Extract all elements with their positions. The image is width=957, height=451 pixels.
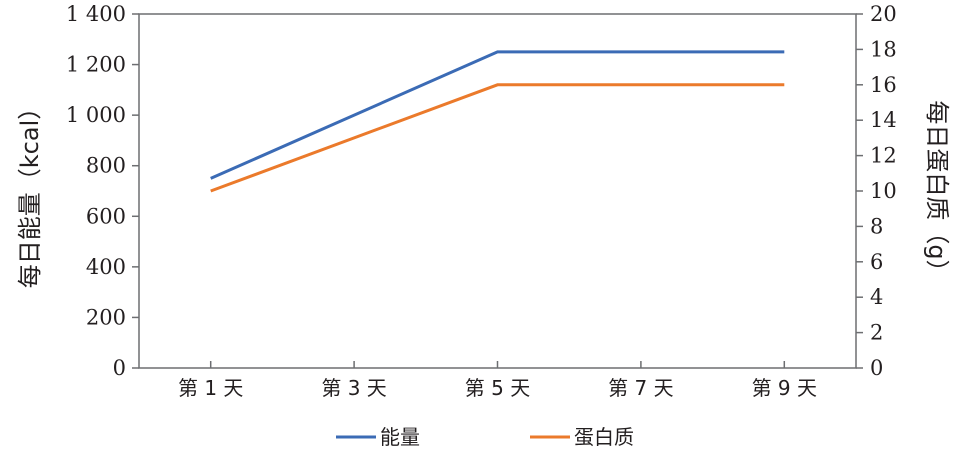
left-tick-label: 1 000 [66, 103, 126, 127]
x-tick-label: 第 9 天 [752, 376, 817, 400]
right-tick-label: 6 [870, 250, 883, 274]
left-tick-label: 200 [86, 305, 126, 329]
right-axis-ticks: 0 2 4 6 8 10 12 14 16 18 20 [856, 2, 897, 380]
x-axis-ticks: 第 1 天 第 3 天 第 5 天 第 7 天 第 9 天 [178, 361, 817, 400]
x-tick-label: 第 1 天 [178, 376, 243, 400]
series-layer [210, 50, 785, 193]
left-tick-label: 1 400 [66, 2, 126, 26]
left-tick-label: 400 [86, 255, 126, 279]
series-line-protein [210, 83, 785, 193]
legend-label: 蛋白质 [574, 425, 634, 449]
series-line-energy [210, 50, 785, 180]
right-tick-label: 4 [870, 285, 883, 309]
right-tick-label: 10 [870, 179, 897, 203]
x-tick-label: 第 5 天 [465, 376, 530, 400]
right-tick-label: 12 [870, 144, 897, 168]
right-tick-label: 16 [870, 73, 897, 97]
x-tick-label: 第 3 天 [321, 376, 386, 400]
x-tick-label: 第 7 天 [608, 376, 673, 400]
right-tick-label: 8 [870, 214, 883, 238]
plot-border [138, 13, 857, 369]
plot-frame [138, 13, 857, 369]
left-tick-label: 1 200 [66, 53, 126, 77]
right-tick-label: 20 [870, 2, 897, 26]
right-axis-title: 每日蛋白质（g） [923, 100, 951, 283]
right-tick-label: 18 [870, 37, 897, 61]
legend-label: 能量 [380, 425, 420, 449]
right-tick-label: 14 [870, 108, 897, 132]
right-tick-label: 2 [870, 321, 883, 345]
left-tick-label: 800 [86, 154, 126, 178]
left-axis-title: 每日能量（kcal） [16, 96, 44, 288]
left-tick-label: 600 [86, 204, 126, 228]
legend: 能量 蛋白质 [336, 425, 634, 449]
right-tick-label: 0 [870, 356, 883, 380]
left-tick-label: 0 [113, 356, 126, 380]
left-axis-ticks: 0 200 400 600 800 1 000 1 200 1 400 [66, 2, 139, 380]
